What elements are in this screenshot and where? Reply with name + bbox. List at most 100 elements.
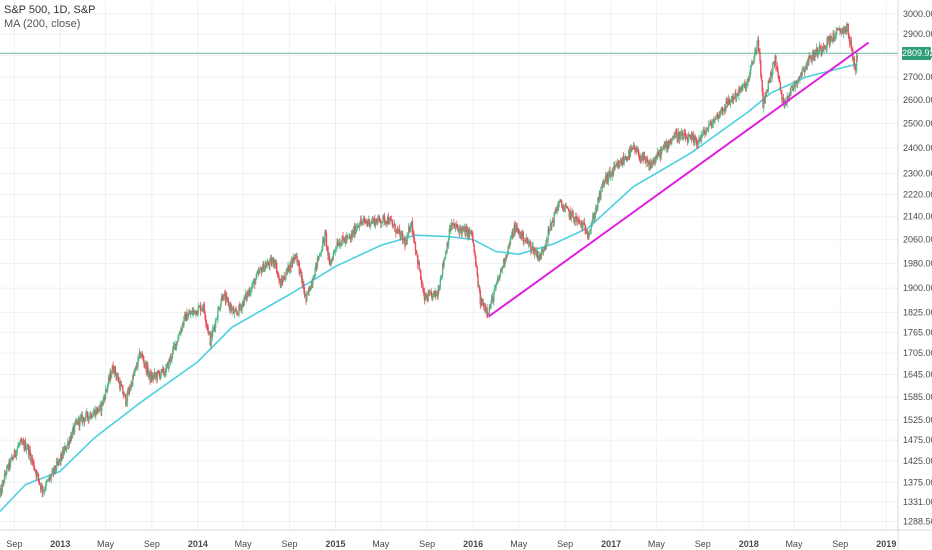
candle-body — [98, 405, 101, 411]
candle-body — [383, 215, 385, 217]
candle-body — [525, 238, 527, 241]
candle-body — [607, 173, 610, 182]
candle-body — [672, 135, 675, 138]
candle-body — [167, 363, 169, 369]
time-tick-label: May — [235, 539, 253, 549]
candle-body — [61, 450, 64, 460]
candle-body — [38, 479, 40, 483]
candle-body — [275, 262, 277, 267]
candle-body — [15, 450, 18, 457]
candle-body — [144, 362, 147, 366]
candle-body — [359, 219, 362, 226]
candle-body — [836, 29, 839, 30]
candle-body — [450, 223, 453, 227]
candle-body — [724, 107, 727, 110]
candle-body — [304, 294, 307, 296]
candle-body — [41, 485, 43, 493]
candle-body — [594, 208, 597, 216]
candle-body — [440, 278, 442, 279]
candle-body — [710, 120, 712, 125]
candle-body — [386, 223, 388, 224]
candle-body — [627, 157, 629, 158]
candle-body — [76, 421, 79, 425]
candle-body — [263, 263, 265, 272]
candle-body — [723, 110, 725, 112]
candle-body — [39, 482, 41, 485]
candle-body — [208, 332, 211, 334]
price-axis[interactable]: 3000.002900.002800.002700.002600.002500.… — [903, 9, 932, 526]
candle-body — [459, 226, 461, 234]
candle-body — [631, 148, 633, 150]
candle-body — [389, 217, 391, 224]
candle-body — [527, 240, 529, 244]
candle-body — [799, 76, 801, 80]
candle-body — [559, 200, 561, 202]
candle-body — [520, 232, 522, 238]
trendline[interactable] — [487, 41, 870, 318]
candle-body — [100, 404, 102, 412]
candle-body — [712, 120, 714, 124]
candle-body — [495, 284, 497, 288]
candle-body — [87, 417, 89, 420]
candle-body — [453, 226, 456, 228]
candle-body — [461, 228, 463, 234]
candle-body — [150, 374, 152, 381]
candle-body — [196, 313, 199, 315]
candle-body — [481, 303, 484, 306]
time-tick-label: Sep — [282, 539, 298, 549]
candle-body — [786, 96, 788, 103]
candle-body — [798, 77, 800, 80]
candle-body — [230, 305, 232, 310]
candle-body — [610, 172, 613, 176]
candle-body — [810, 58, 812, 62]
candle-body — [728, 99, 730, 103]
candle-body — [95, 409, 97, 417]
candle-body — [706, 129, 708, 131]
candle-body — [733, 97, 736, 99]
candle-body — [758, 49, 760, 53]
candle-body — [150, 374, 153, 380]
candle-body — [455, 224, 457, 227]
candle-body — [335, 247, 337, 250]
candle-body — [183, 316, 185, 325]
candle-body — [148, 371, 150, 374]
candle-body — [410, 222, 412, 229]
candle-body — [343, 240, 346, 243]
candle-body — [763, 98, 765, 109]
candle-body — [85, 412, 87, 419]
candle-body — [800, 72, 802, 77]
candle-body — [64, 446, 66, 450]
candle-body — [708, 124, 710, 129]
candle-body — [659, 149, 661, 156]
candle-body — [685, 137, 687, 140]
candle-body — [181, 323, 184, 330]
candle-body — [760, 60, 762, 75]
candle-body — [345, 237, 347, 241]
candle-body — [66, 444, 68, 449]
candle-body — [827, 37, 830, 41]
candle-body — [816, 48, 819, 56]
candle-body — [272, 258, 275, 265]
candle-body — [400, 233, 402, 240]
candle-body — [93, 410, 95, 413]
candle-body — [372, 220, 374, 223]
candle-body — [334, 250, 336, 252]
candle-body — [754, 49, 757, 53]
candle-body — [778, 77, 781, 83]
candle-body — [665, 145, 667, 148]
candle-body — [322, 237, 325, 241]
time-axis[interactable]: Sep 2013 May Sep 2014 May Sep 2015 May Sep 2016 May… — [6, 539, 896, 549]
candle-body — [67, 441, 69, 445]
candle-body — [548, 229, 550, 232]
candle-body — [587, 234, 589, 236]
candle-body — [803, 70, 806, 72]
candle-body — [716, 114, 718, 116]
candle-body — [147, 373, 150, 375]
candle-body — [425, 293, 427, 299]
candle-body — [138, 356, 140, 358]
candle-body — [1, 483, 3, 493]
time-tick-label: May — [372, 539, 390, 549]
candle-body — [478, 286, 481, 291]
